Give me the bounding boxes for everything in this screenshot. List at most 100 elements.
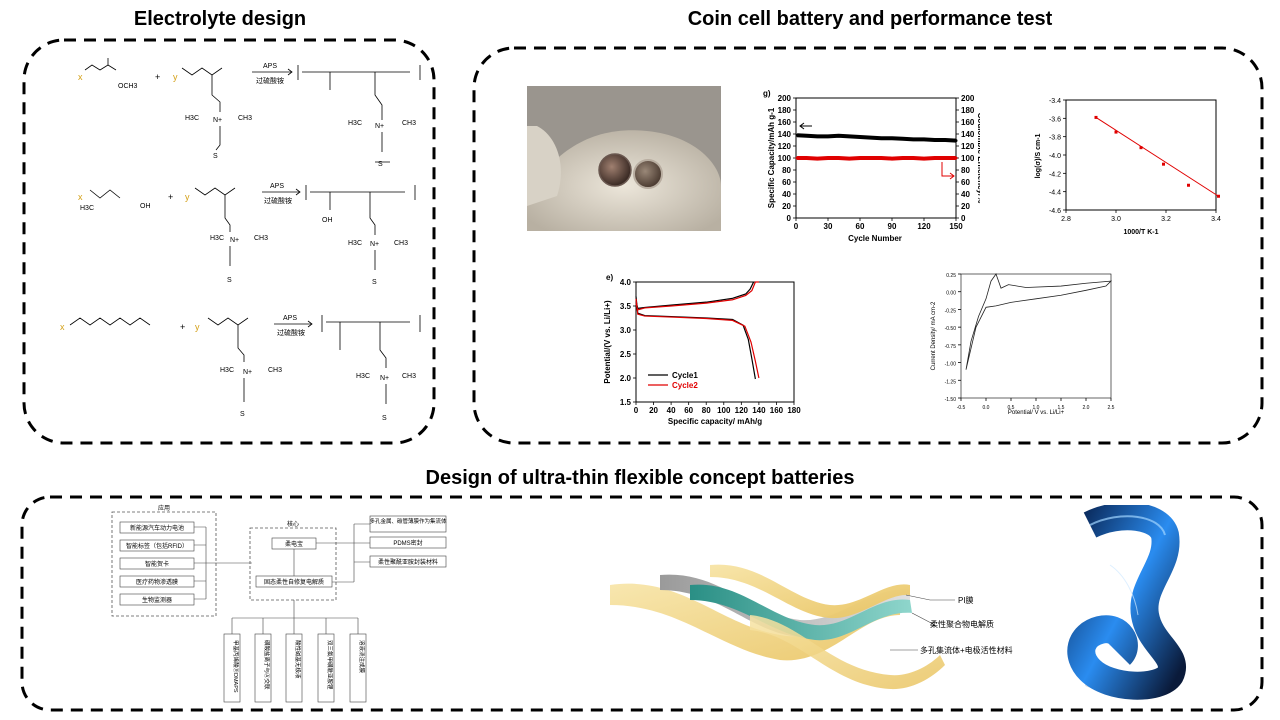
right-y-tick-label: 20	[961, 202, 970, 211]
cycling-point	[890, 136, 894, 140]
core-header: 核心	[287, 520, 299, 528]
reaction-schemes: x OCH3 + y H3C N+ CH3 S APS 过硫酸铵 H3C N+ …	[60, 58, 421, 422]
x-tick-label: 3.0	[1111, 216, 1121, 223]
y-tick-label: -0.75	[945, 344, 957, 350]
core-item-1: 柔电宝	[285, 540, 303, 548]
cycling-point	[933, 138, 937, 142]
svg-text:CH3: CH3	[268, 367, 282, 374]
cd-marks	[635, 281, 760, 380]
right-y-tick-label: 180	[961, 106, 975, 115]
cycling-point	[954, 156, 958, 160]
cycling-point	[815, 157, 819, 161]
cycling-point	[858, 135, 862, 139]
coin-cell-2	[633, 159, 663, 189]
svg-text:S: S	[372, 279, 377, 286]
y-tick-label: 160	[778, 118, 792, 127]
flow-diagram: 应用 新能源汽车动力电池 智能标签（包括RFID） 智能贺卡 医疗药物渗透膜 生…	[111, 504, 447, 703]
cycling-point	[901, 156, 905, 160]
cycling-point	[890, 157, 894, 161]
cycling-point	[815, 134, 819, 138]
svg-text:APS: APS	[283, 315, 297, 322]
layer-illustration: PI膜 柔性聚合物电解质 多孔集流体+电极活性材料	[610, 564, 1013, 690]
x-tick-label: 180	[787, 406, 801, 415]
oh-label: OH	[140, 203, 151, 210]
cycling-xlabel: Cycle Number	[848, 234, 902, 243]
x-tick-label: 1.0	[1033, 405, 1040, 411]
svg-text:x: x	[78, 192, 83, 202]
right-y-tick-label: 40	[961, 190, 970, 199]
cd-axes	[635, 281, 795, 403]
cycling-point	[858, 156, 862, 160]
arrhenius-y-ticks: -3.4 -3.6 -3.8 -4.0 -4.2 -4.4 -4.6	[1049, 98, 1066, 215]
cycling-point	[805, 156, 809, 160]
cd-series-line	[635, 298, 760, 379]
svg-text:APS: APS	[270, 183, 284, 190]
cycling-point	[879, 136, 883, 140]
y-tick-label: 0	[787, 214, 792, 223]
app-item-5: 生物监测器	[142, 596, 172, 604]
cycling-point	[795, 133, 799, 137]
cycling-point	[911, 137, 915, 141]
right-y-tick-label: 100	[961, 154, 975, 163]
x-tick-label: 90	[888, 222, 897, 231]
x-tick-label: 1.5	[1058, 405, 1065, 411]
panel-electrolyte	[22, 38, 436, 445]
cd-x-ticks: 0 20 40 60 80 100 120 140 160 180	[634, 402, 801, 415]
arrhenius-point	[1162, 162, 1165, 166]
reaction-2: x H3C OH + y H3C N+ CH3 S APS 过硫酸铵 OH H3…	[78, 183, 416, 286]
catalyst-label: 过硫酸铵	[256, 76, 284, 85]
cycling-point	[933, 156, 937, 160]
cd-ylabel: Potential/(V vs. Li/Li+)	[603, 300, 612, 384]
y-tick-label: 200	[778, 94, 792, 103]
cv-axes	[960, 273, 1112, 399]
cd-series-line	[635, 281, 759, 311]
reaction-3: x + y H3C N+ CH3 S APS 过硫酸铵 H3C N+ CH3 S	[60, 315, 421, 422]
layer-electrolyte	[690, 584, 912, 641]
label-pi-film: PI膜	[958, 595, 974, 605]
cycling-point	[943, 138, 947, 142]
layer-bottom-sheet	[750, 615, 945, 690]
svg-text:+: +	[168, 192, 173, 202]
y-tick-label: 20	[782, 202, 791, 211]
title-flexible-batteries: Design of ultra-thin flexible concept ba…	[425, 467, 855, 489]
x-tick-label: 140	[752, 406, 766, 415]
x-tick-label: 30	[824, 222, 833, 231]
y-coefficient: y	[173, 72, 178, 82]
y-tick-label: -1.25	[945, 379, 957, 385]
right-item-3: 柔性聚酰亚胺封装材料	[378, 558, 438, 566]
right-y-tick-label: 160	[961, 118, 975, 127]
y-tick-label: 2.5	[620, 350, 632, 359]
x-tick-label: 2.5	[1108, 405, 1115, 411]
y-tick-label: 3.0	[620, 326, 632, 335]
x-tick-label: 0	[634, 406, 639, 415]
y-tick-label: -3.8	[1049, 135, 1061, 142]
svg-text:S: S	[378, 161, 383, 168]
reaction-1: x OCH3 + y H3C N+ CH3 S APS 过硫酸铵 H3C N+ …	[78, 58, 421, 168]
cycling-point	[943, 156, 947, 160]
apps-header: 应用	[158, 504, 170, 512]
svg-text:H3C: H3C	[210, 235, 224, 242]
och3-label: OCH3	[118, 83, 138, 90]
y-tick-label: -4.0	[1049, 153, 1061, 160]
apps-group	[111, 511, 217, 617]
cycling-point	[869, 156, 873, 160]
x-tick-label: 160	[770, 406, 784, 415]
right-item-1: 多孔金属、碳管薄膜作为集流体	[369, 517, 447, 525]
cycling-marks	[795, 133, 958, 161]
y-tick-label: 1.5	[620, 398, 632, 407]
y-tick-label: 140	[778, 130, 792, 139]
y-tick-label: -0.25	[945, 308, 957, 314]
svg-text:CH3: CH3	[402, 120, 416, 127]
aps-label: APS	[263, 63, 277, 70]
y-tick-label: 0.25	[946, 273, 956, 279]
right-y-tick-label: 140	[961, 130, 975, 139]
apps-list: 新能源汽车动力电池 智能标签（包括RFID） 智能贺卡 医疗药物渗透膜 生物监测…	[119, 521, 195, 606]
svg-text:S: S	[227, 277, 232, 284]
cycling-point	[826, 156, 830, 160]
cd-panel-label: e)	[606, 273, 613, 282]
cycling-point	[826, 134, 830, 138]
cycling-point	[847, 157, 851, 161]
bottom-item-5: 溶液浇注成膜	[358, 640, 366, 674]
bottom-item-2: 磺酸盐离子与Ⓐ交联	[263, 640, 271, 690]
core-item-2: 固态柔性自修复电解质	[264, 578, 324, 586]
